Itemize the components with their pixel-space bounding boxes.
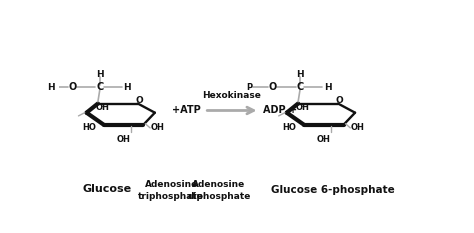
Text: +ATP: +ATP xyxy=(172,106,201,116)
Text: ADP +: ADP + xyxy=(263,106,297,116)
Text: OH: OH xyxy=(151,123,164,132)
Text: OH: OH xyxy=(296,103,310,112)
Text: OH: OH xyxy=(351,123,365,132)
Text: C: C xyxy=(296,82,303,92)
Text: O: O xyxy=(268,82,276,92)
Text: C: C xyxy=(96,82,103,92)
Text: H: H xyxy=(47,83,55,92)
Text: OH: OH xyxy=(117,134,130,144)
Text: H: H xyxy=(296,70,304,79)
Text: H: H xyxy=(124,83,131,92)
Text: Glucose 6-phosphate: Glucose 6-phosphate xyxy=(271,185,395,195)
Text: O: O xyxy=(336,96,344,105)
Text: H: H xyxy=(324,83,331,92)
Text: P: P xyxy=(246,83,253,92)
Text: Adenosine
diphosphate: Adenosine diphosphate xyxy=(187,180,251,201)
Text: Hexokinase: Hexokinase xyxy=(202,91,261,100)
Text: O: O xyxy=(68,82,76,92)
Text: Adenosine
triphosphate: Adenosine triphosphate xyxy=(138,180,204,201)
Text: OH: OH xyxy=(317,134,331,144)
Text: H: H xyxy=(96,70,103,79)
Text: Glucose: Glucose xyxy=(82,185,132,194)
Text: O: O xyxy=(136,96,144,105)
Text: HO: HO xyxy=(82,123,96,132)
Text: HO: HO xyxy=(283,123,296,132)
Text: OH: OH xyxy=(96,103,109,112)
